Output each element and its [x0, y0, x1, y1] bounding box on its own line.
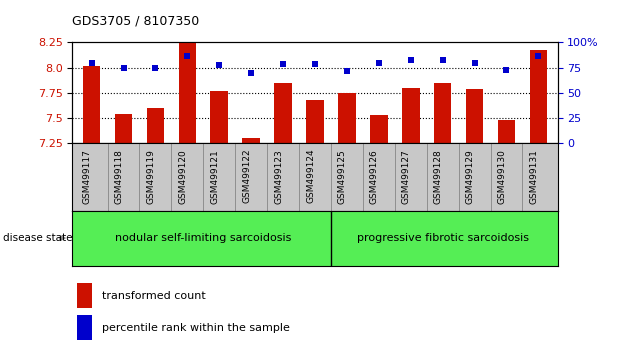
- Bar: [147, 108, 164, 143]
- Bar: [77, 283, 93, 308]
- Bar: [306, 100, 324, 143]
- Bar: [77, 315, 93, 340]
- Text: GSM499126: GSM499126: [370, 149, 379, 204]
- Text: progressive fibrotic sarcoidosis: progressive fibrotic sarcoidosis: [357, 233, 529, 243]
- Text: GSM499124: GSM499124: [306, 149, 315, 204]
- Text: transformed count: transformed count: [101, 291, 205, 301]
- Text: GSM499128: GSM499128: [433, 149, 443, 204]
- Bar: [338, 93, 356, 143]
- Bar: [498, 120, 515, 143]
- Text: nodular self-limiting sarcoidosis: nodular self-limiting sarcoidosis: [115, 233, 292, 243]
- Bar: [83, 66, 100, 143]
- Bar: [466, 89, 483, 143]
- Text: GSM499125: GSM499125: [338, 149, 347, 204]
- Bar: [115, 114, 132, 143]
- Text: GSM499130: GSM499130: [498, 149, 507, 204]
- Text: disease state: disease state: [3, 233, 72, 243]
- Text: GSM499121: GSM499121: [210, 149, 219, 204]
- Text: GSM499120: GSM499120: [178, 149, 187, 204]
- Text: GSM499123: GSM499123: [274, 149, 283, 204]
- Text: GSM499127: GSM499127: [402, 149, 411, 204]
- Text: GSM499122: GSM499122: [242, 149, 251, 204]
- Text: GSM499118: GSM499118: [115, 149, 123, 204]
- Bar: [530, 50, 547, 143]
- Bar: [178, 42, 196, 143]
- Text: GSM499117: GSM499117: [83, 149, 91, 204]
- Bar: [402, 88, 420, 143]
- Text: GSM499129: GSM499129: [466, 149, 474, 204]
- Bar: [370, 115, 387, 143]
- Bar: [434, 83, 452, 143]
- Bar: [274, 83, 292, 143]
- Bar: [210, 91, 228, 143]
- Text: GSM499119: GSM499119: [146, 149, 156, 204]
- Text: GDS3705 / 8107350: GDS3705 / 8107350: [72, 14, 200, 27]
- Text: percentile rank within the sample: percentile rank within the sample: [101, 323, 289, 333]
- Bar: [243, 138, 260, 143]
- Text: GSM499131: GSM499131: [529, 149, 539, 204]
